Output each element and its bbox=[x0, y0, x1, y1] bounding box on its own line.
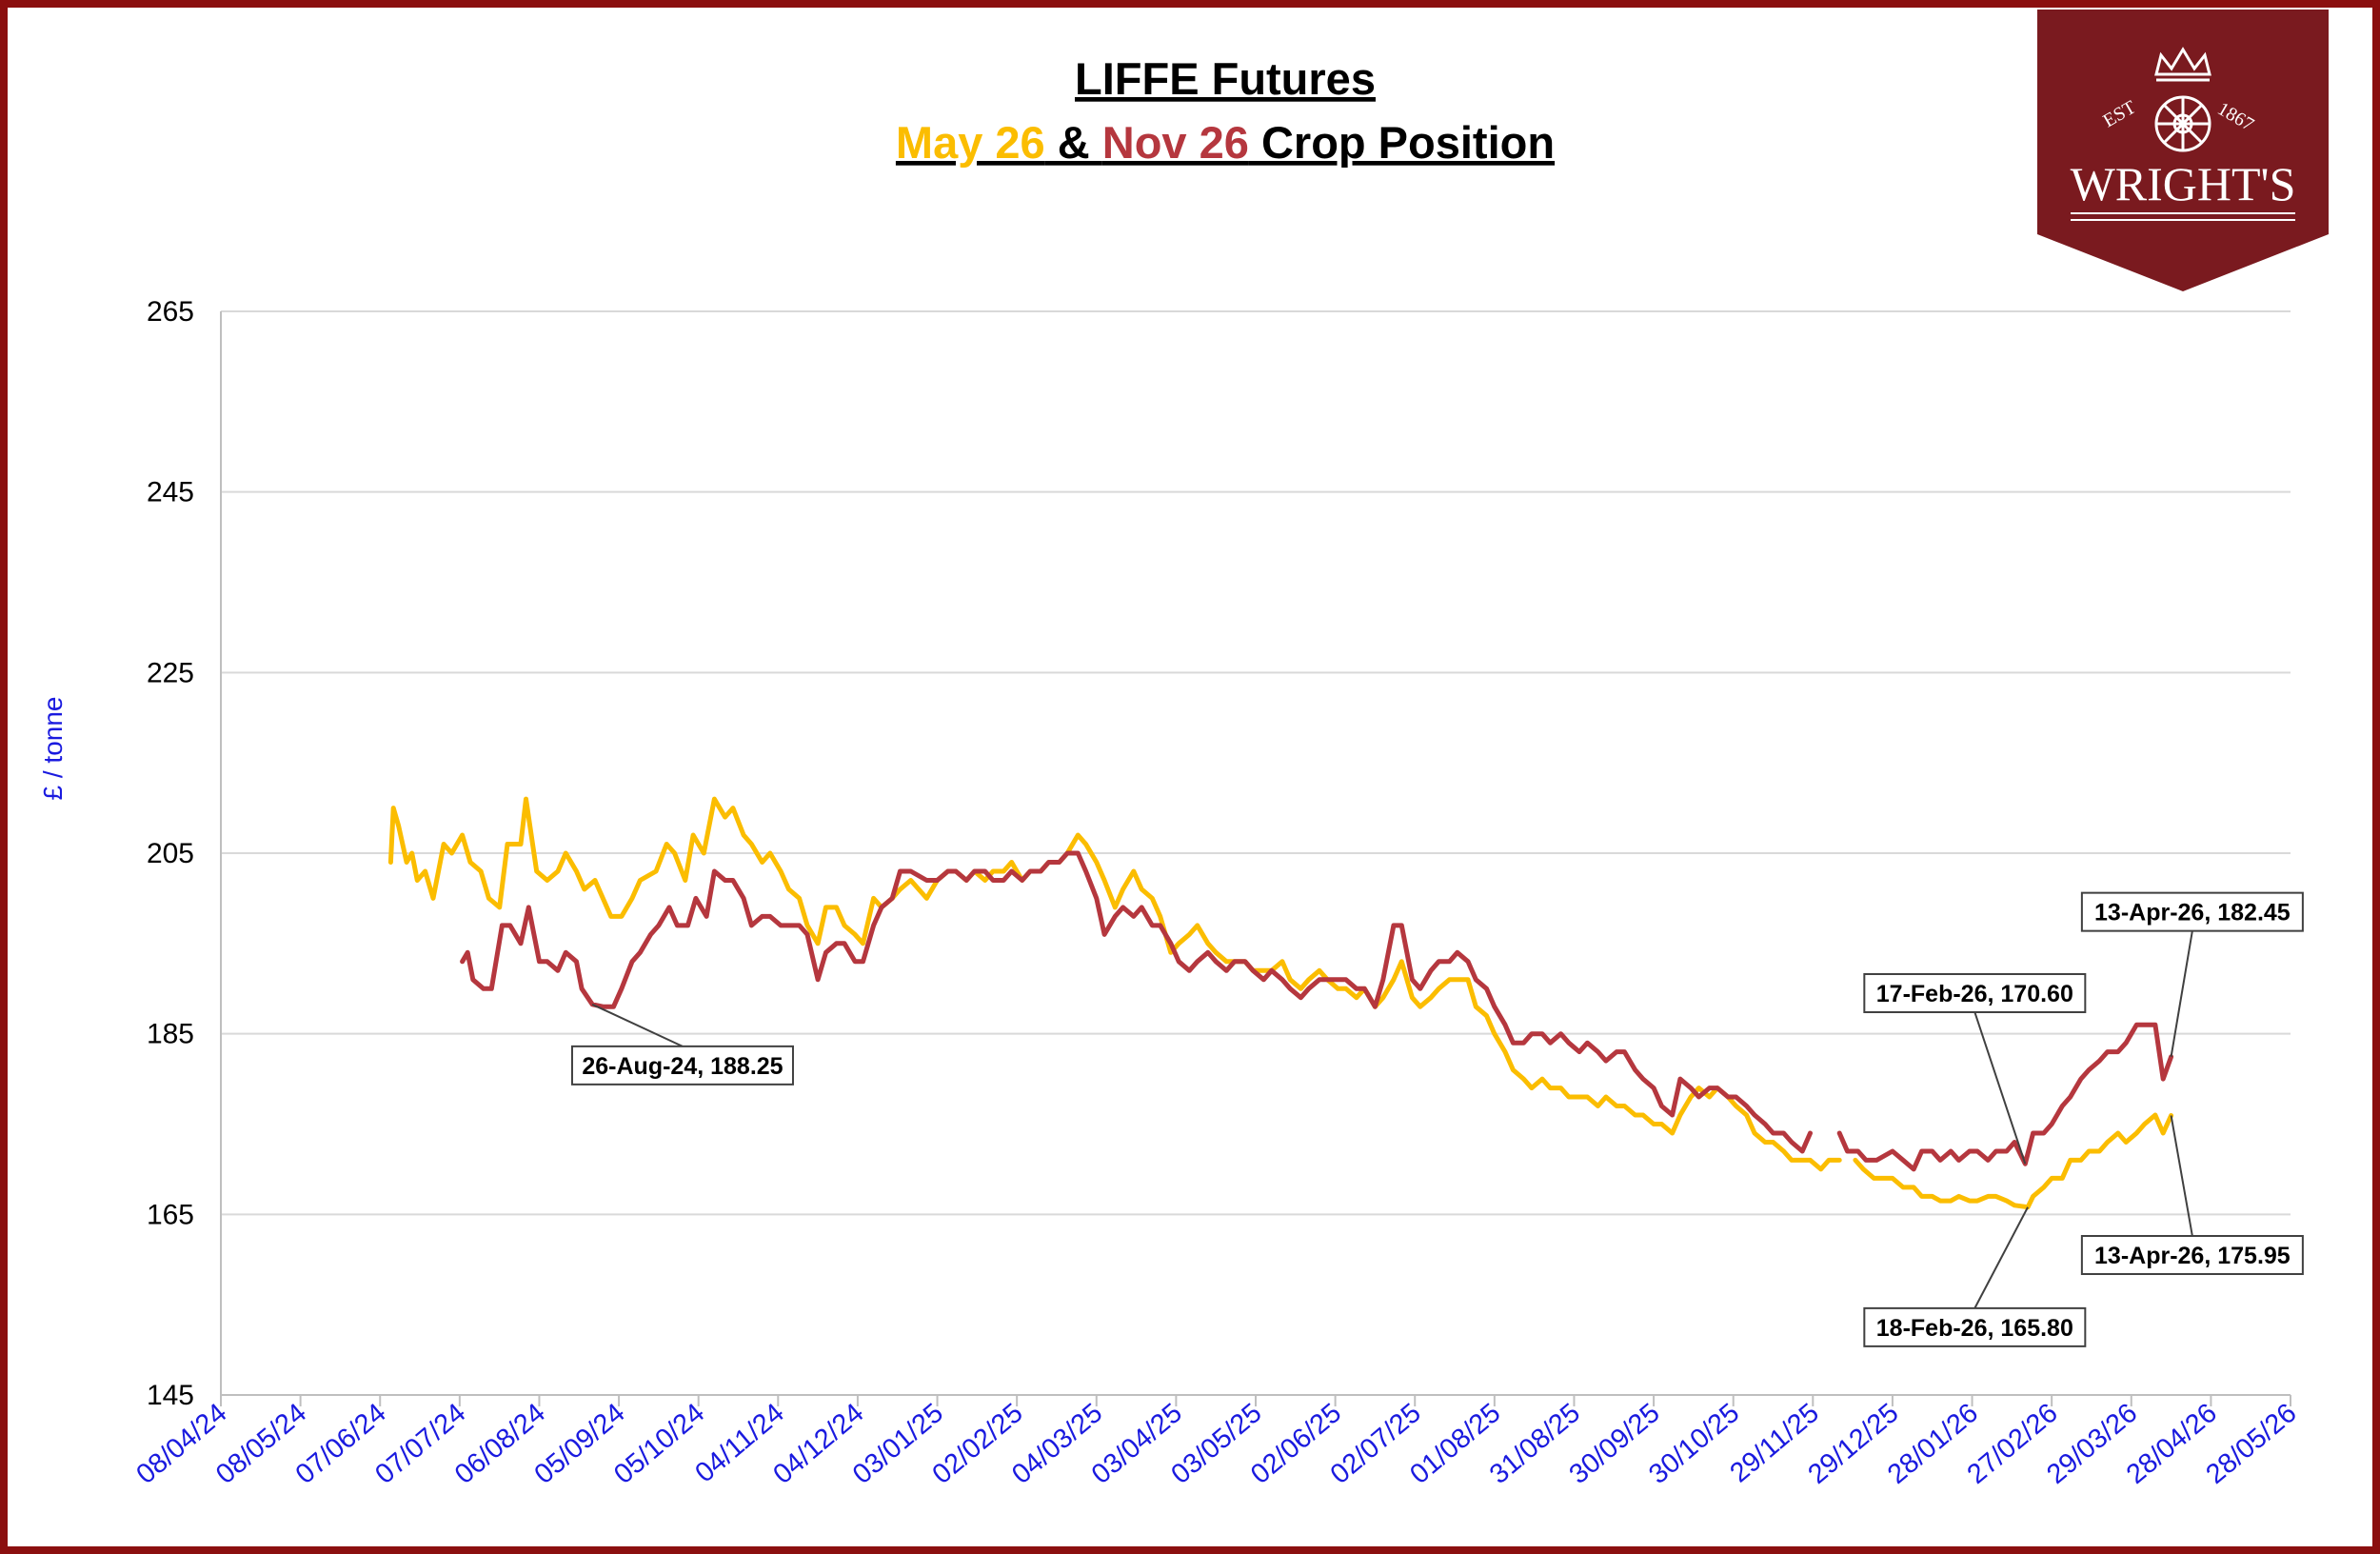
annotation-box bbox=[570, 1045, 794, 1086]
annotation-label: 13-Apr-26, 175.95 bbox=[2094, 1243, 2291, 1269]
series-line-may26 bbox=[387, 796, 2174, 1210]
x-tick-label: 30/10/25 bbox=[1643, 1398, 1745, 1490]
y-axis-label: £ / tonne bbox=[38, 697, 68, 801]
chart-subtitle: May 26 & Nov 26 Crop Position bbox=[896, 117, 1555, 168]
annotation-leader bbox=[2170, 1115, 2193, 1237]
annotation-leader bbox=[1973, 1206, 2029, 1309]
subtitle-series-may26: May 26 bbox=[896, 117, 1045, 168]
gridlines bbox=[221, 310, 2291, 1216]
annotation-leader bbox=[591, 1003, 684, 1047]
subtitle-amp: & bbox=[1045, 117, 1102, 168]
x-tick-label: 05/10/24 bbox=[608, 1398, 710, 1490]
annotation-leader bbox=[1973, 1011, 2027, 1165]
series-line-nov26 bbox=[460, 850, 2174, 1172]
y-tick-label: 205 bbox=[147, 838, 194, 869]
subtitle-rest: Crop Position bbox=[1249, 117, 1555, 168]
chart-title: LIFFE Futures bbox=[1075, 53, 1376, 104]
series-lines bbox=[387, 796, 2174, 1210]
wrights-logo: EST 1867 WRIGHT'S bbox=[2037, 10, 2329, 291]
annotation-box bbox=[1863, 1306, 2087, 1347]
annotation-box bbox=[1863, 972, 2087, 1013]
annotation-box bbox=[2080, 891, 2304, 932]
logo-name: WRIGHT'S bbox=[2071, 157, 2296, 210]
y-tick-label: 225 bbox=[147, 657, 194, 688]
y-tick-label: 185 bbox=[147, 1019, 194, 1050]
crown-icon bbox=[2154, 47, 2211, 82]
annotation-leader bbox=[2170, 930, 2193, 1058]
annotation-label: 17-Feb-26, 170.60 bbox=[1876, 981, 2073, 1007]
annotation-label: 18-Feb-26, 165.80 bbox=[1876, 1315, 2073, 1342]
annotation-label: 26-Aug-24, 188.25 bbox=[582, 1053, 783, 1080]
annotation-label: 13-Apr-26, 182.45 bbox=[2094, 900, 2291, 926]
annotations: 26-Aug-24, 188.25 17-Feb-26, 170.60 18-Feb… bbox=[570, 891, 2304, 1347]
y-tick-label: 145 bbox=[147, 1380, 194, 1411]
y-tick-label: 245 bbox=[147, 477, 194, 508]
wheel-icon bbox=[2154, 95, 2211, 152]
annotation-box bbox=[2080, 1235, 2304, 1276]
y-tick-label: 165 bbox=[147, 1199, 194, 1230]
subtitle-series-nov26: Nov 26 bbox=[1102, 117, 1249, 168]
x-tick-label: 28/05/26 bbox=[2200, 1398, 2302, 1490]
y-tick-label: 265 bbox=[147, 296, 194, 328]
